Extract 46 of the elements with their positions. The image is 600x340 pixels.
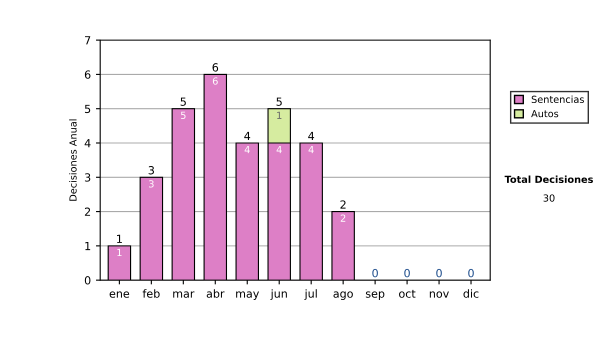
x-tick-label: dic <box>464 289 478 298</box>
legend-label: Sentencias <box>532 95 584 104</box>
data-label: 4 <box>308 146 314 154</box>
total-label: 0 <box>372 268 378 278</box>
total-label: 0 <box>468 268 474 278</box>
y-tick-label: 0 <box>84 276 90 285</box>
total-label: 4 <box>244 132 250 140</box>
legend-label: Autos <box>531 110 558 118</box>
x-tick-label: sep <box>366 291 384 300</box>
x-tick-label: jun <box>270 289 287 300</box>
data-label: 2 <box>340 214 346 222</box>
x-tick-label: oct <box>399 290 416 298</box>
y-tick-label: 1 <box>85 242 90 250</box>
x-tick-label: feb <box>142 289 160 298</box>
x-tick-label: abr <box>206 289 224 298</box>
total-label: 4 <box>308 132 314 140</box>
data-label: 4 <box>244 146 250 154</box>
total-label: 5 <box>180 98 186 106</box>
total-label: 2 <box>340 200 346 209</box>
total-label: 3 <box>148 166 154 174</box>
y-axis-title: Decisiones Anual <box>69 119 77 201</box>
y-tick-label: 7 <box>85 36 90 44</box>
y-tick-label: 3 <box>84 173 90 182</box>
x-tick-label: jul <box>304 289 317 300</box>
x-tick-label: nov <box>430 291 449 298</box>
total-label: 1 <box>117 234 122 243</box>
total-label: 0 <box>436 268 442 278</box>
data-label: 1 <box>277 112 282 119</box>
total-label: 0 <box>404 268 410 278</box>
x-tick-label: may <box>236 291 260 300</box>
data-label: 3 <box>148 180 154 188</box>
data-label: 1 <box>117 248 122 256</box>
data-label: 4 <box>276 146 282 154</box>
x-tick-label: ago <box>333 291 353 300</box>
y-tick-label: 4 <box>84 139 91 148</box>
text: 30 <box>544 194 555 202</box>
total-label: 6 <box>212 63 218 72</box>
total-label: 5 <box>276 98 282 106</box>
y-tick-label: 5 <box>84 104 90 114</box>
x-tick-label: ene <box>110 291 130 298</box>
y-tick-label: 6 <box>84 70 90 79</box>
data-label: 5 <box>180 112 186 119</box>
data-label: 6 <box>212 77 218 85</box>
y-tick-label: 2 <box>84 208 90 216</box>
text: Total Decisiones <box>504 175 593 184</box>
x-tick-label: mar <box>173 291 194 298</box>
